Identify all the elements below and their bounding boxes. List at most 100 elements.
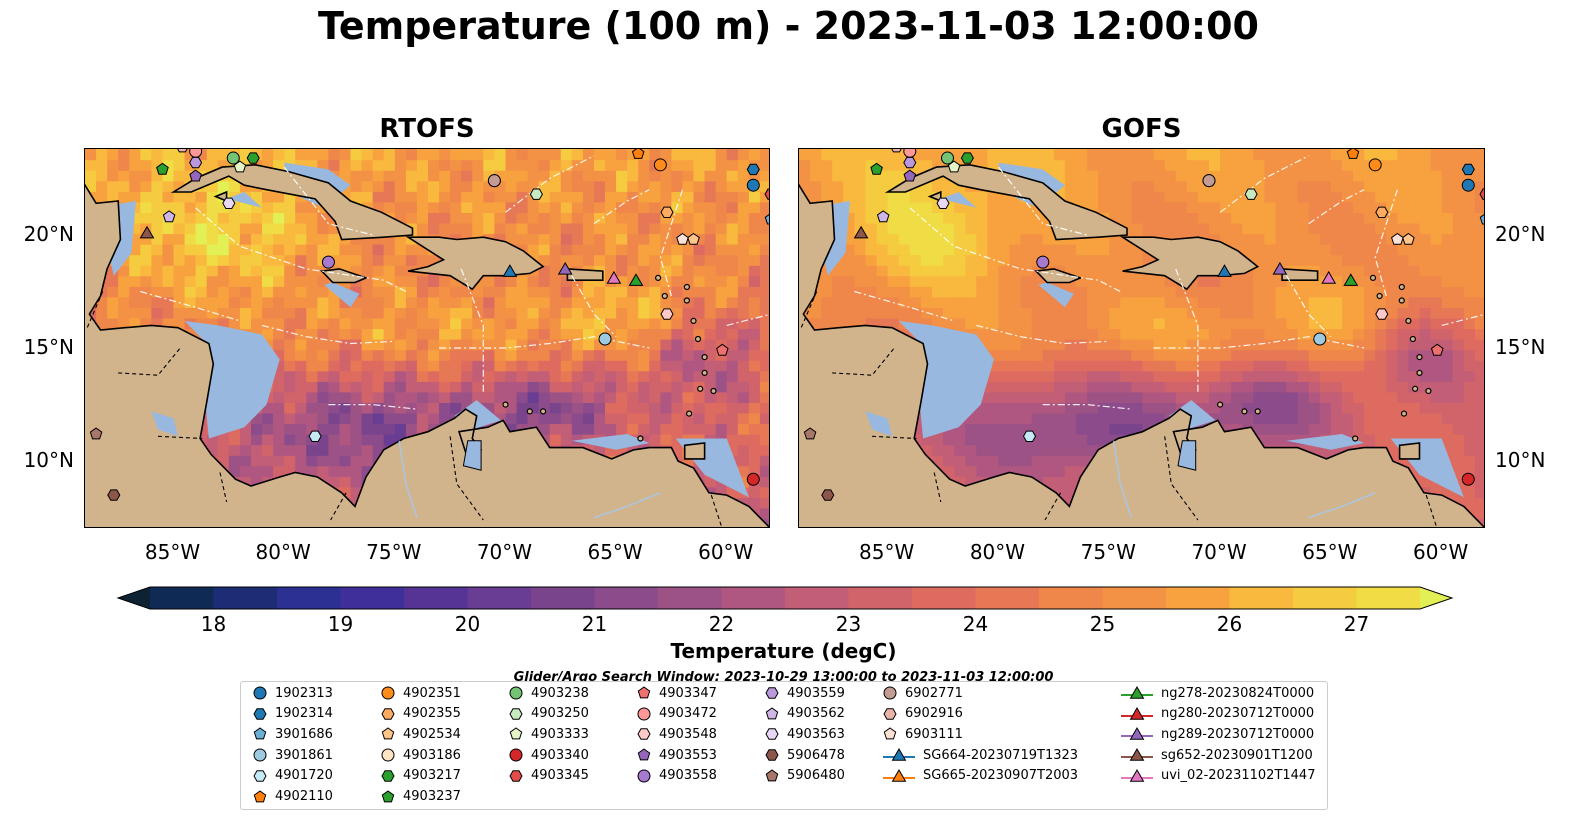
- obs-marker: [676, 232, 689, 245]
- eez-boundary: [283, 166, 373, 236]
- islet: [1254, 408, 1261, 415]
- eez-boundary: [1153, 336, 1365, 349]
- legend-item: 4903472: [635, 705, 717, 723]
- land-mass: [213, 190, 228, 203]
- land-mass: [1119, 236, 1260, 291]
- legend-item: 4902355: [379, 705, 461, 723]
- legend-item: 4903558: [635, 767, 717, 785]
- legend-label: 4903563: [787, 726, 845, 742]
- obs-marker: [107, 489, 121, 501]
- obs-marker: [1375, 206, 1389, 218]
- legend-item: 4903345: [507, 767, 589, 785]
- legend-item: 4902534: [379, 725, 461, 743]
- search-window-text: Glider/Argo Search Window: 2023-10-29 13…: [513, 670, 1054, 684]
- map-panel-gofs: [798, 148, 1485, 528]
- colorbar-bin: [1039, 587, 1103, 609]
- obs-marker: [177, 149, 188, 153]
- country-border: [1044, 492, 1061, 521]
- land-mass: [884, 163, 1128, 241]
- legend-item: SG664-20230719T1323: [881, 746, 1078, 764]
- lake-maracaibo: [1177, 440, 1197, 471]
- colorbar-bin: [1166, 587, 1230, 609]
- legend-marker: [1121, 686, 1153, 699]
- eez-boundary: [1175, 268, 1199, 394]
- legend-marker-shape: [765, 728, 779, 741]
- obs-marker: [1402, 232, 1415, 245]
- legend-label: 4903250: [531, 706, 589, 722]
- legend-marker: [509, 727, 523, 740]
- shelf-shallow-area: [226, 192, 262, 208]
- legend-label: 5906478: [787, 747, 845, 763]
- country-border: [219, 472, 228, 503]
- colorbar-bin: [658, 587, 722, 609]
- colorbar-bin: [531, 587, 595, 609]
- eez-boundary: [460, 268, 484, 394]
- land-mass: [927, 190, 942, 203]
- x-tick-label: 80°W: [969, 540, 1026, 564]
- obs-marker: [189, 149, 203, 158]
- legend-marker-shape: [509, 770, 523, 782]
- obs-marker: [1461, 178, 1475, 192]
- legend-label: ng289-20230712T0000: [1161, 726, 1315, 742]
- legend-item: 4903333: [507, 725, 589, 743]
- panel-title-gofs: GOFS: [1101, 114, 1182, 144]
- legend-label: 4903217: [403, 768, 461, 784]
- legend-marker-shape: [381, 686, 395, 700]
- x-tick-label: 70°W: [476, 540, 533, 564]
- x-tick-label: 85°W: [859, 540, 915, 564]
- legend-marker: [1121, 727, 1153, 741]
- country-border: [330, 492, 347, 521]
- obs-marker: [1272, 261, 1288, 275]
- islet: [1398, 283, 1405, 291]
- legend-marker: [883, 707, 897, 720]
- legend-label: 4903472: [659, 706, 717, 722]
- obs-marker: [1202, 174, 1216, 188]
- figure-title: Temperature (100 m) - 2023-11-03 12:00:0…: [317, 4, 1259, 48]
- islet: [1425, 387, 1432, 395]
- land-mass: [566, 268, 604, 281]
- obs-marker: [891, 149, 902, 153]
- river: [1113, 440, 1133, 518]
- legend-marker-shape: [883, 707, 897, 720]
- legend-marker-shape: [1129, 768, 1145, 782]
- legend-item: 4902351: [379, 684, 461, 702]
- legend-item: 1902313: [251, 684, 333, 702]
- shelf-shallow-area: [898, 320, 994, 439]
- obs-marker: [1321, 270, 1337, 284]
- shelf-shallow-area: [940, 192, 977, 208]
- obs-marker: [1375, 308, 1389, 320]
- obs-marker: [189, 169, 202, 182]
- legend-marker-shape: [253, 789, 267, 802]
- obs-marker: [1217, 264, 1232, 277]
- eez-boundary: [439, 336, 650, 349]
- islet: [683, 297, 691, 304]
- legend-item: 3901861: [251, 746, 333, 764]
- islet: [1405, 317, 1412, 324]
- legend-item: 5906478: [763, 746, 845, 764]
- islet: [1409, 335, 1417, 343]
- colorbar-bin: [912, 587, 976, 609]
- legend-label: SG664-20230719T1323: [923, 747, 1079, 763]
- legend-item: 3901686: [251, 725, 333, 743]
- x-tick-label: 85°W: [144, 540, 201, 564]
- colorbar-tick-label: 21: [581, 612, 608, 636]
- legend-marker-shape: [509, 707, 523, 720]
- obs-marker: [1430, 343, 1444, 356]
- legend-item: ng289-20230712T0000: [1119, 725, 1314, 743]
- legend-label: 6902916: [905, 706, 963, 722]
- legend-item: 4903250: [507, 705, 589, 723]
- legend-item: 4903563: [763, 725, 845, 743]
- legend-marker-shape: [381, 748, 395, 762]
- legend-marker: [637, 748, 651, 761]
- legend-marker: [883, 748, 915, 761]
- eez-boundary: [1219, 155, 1309, 213]
- islet: [637, 435, 644, 442]
- shelf-shallow-area: [1286, 434, 1365, 450]
- obs-marker: [940, 151, 954, 165]
- legend-item: uvi_02-20231102T1447: [1119, 767, 1315, 785]
- legend-marker: [637, 769, 651, 783]
- legend-item: 4903559: [763, 684, 845, 702]
- legend-marker: [1121, 706, 1153, 720]
- colorbar-tick-label: 22: [708, 612, 735, 636]
- eez-boundary: [1308, 189, 1365, 225]
